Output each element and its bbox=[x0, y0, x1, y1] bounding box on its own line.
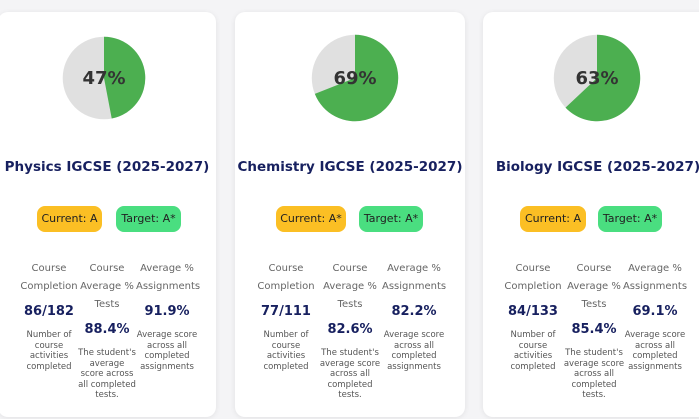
stat-label: Average % Assignments bbox=[136, 263, 201, 292]
target-grade-badge: Target: A* bbox=[359, 206, 423, 232]
stat-average-tests: Course Average % Tests 82.6% The student… bbox=[318, 260, 382, 401]
stat-description: Average score across all completed assig… bbox=[136, 330, 198, 372]
grade-badges: Current: A Target: A* bbox=[0, 206, 216, 232]
stat-value: 85.4% bbox=[571, 322, 617, 337]
stat-description: Average score across all completed assig… bbox=[624, 330, 686, 372]
stat-average-assignments: Average % Assignments 82.2% Average scor… bbox=[382, 260, 446, 372]
stat-average-tests: Course Average % Tests 85.4% The student… bbox=[562, 260, 626, 401]
stat-course-completion: Course Completion 77/111 Number of cours… bbox=[254, 260, 318, 372]
stat-course-completion: Course Completion 84/133 Number of cours… bbox=[502, 260, 564, 372]
stat-description: The student's average score across all c… bbox=[319, 348, 381, 400]
current-grade-badge: Current: A bbox=[520, 206, 586, 232]
pie-progress-slice bbox=[104, 36, 146, 119]
stat-value: 82.6% bbox=[327, 322, 373, 337]
stat-label: Course Completion bbox=[20, 263, 78, 292]
stat-description: The student's average score across all c… bbox=[78, 348, 136, 400]
stat-value: 86/182 bbox=[24, 304, 74, 319]
grade-badges: Current: A Target: A* bbox=[483, 206, 699, 232]
grade-badges: Current: A* Target: A* bbox=[235, 206, 465, 232]
stat-description: Number of course activities completed bbox=[26, 330, 72, 372]
stat-value: 84/133 bbox=[508, 304, 558, 319]
pie-svg bbox=[311, 34, 399, 122]
stat-description: Number of course activities completed bbox=[263, 330, 309, 372]
stat-label: Course Average % Tests bbox=[80, 263, 134, 310]
stat-label: Average % Assignments bbox=[622, 263, 688, 292]
progress-pie-chart: 47% bbox=[61, 35, 147, 121]
stat-average-tests: Course Average % Tests 88.4% The student… bbox=[78, 260, 136, 401]
stat-course-completion: Course Completion 86/182 Number of cours… bbox=[20, 260, 78, 372]
progress-percent-label: 47% bbox=[82, 67, 126, 89]
current-grade-badge: Current: A* bbox=[276, 206, 346, 232]
stat-label: Course Completion bbox=[504, 263, 562, 292]
stat-value: 69.1% bbox=[632, 304, 678, 319]
pie-progress-slice bbox=[565, 34, 641, 122]
stat-average-assignments: Average % Assignments 69.1% Average scor… bbox=[622, 260, 688, 372]
stat-description: Average score across all completed assig… bbox=[383, 330, 445, 372]
target-grade-badge: Target: A* bbox=[116, 206, 181, 232]
progress-pie-chart: 69% bbox=[310, 33, 400, 123]
progress-percent-label: 69% bbox=[333, 67, 377, 89]
stat-label: Average % Assignments bbox=[382, 263, 447, 292]
current-grade-badge: Current: A bbox=[37, 206, 102, 232]
progress-pie-chart: 63% bbox=[552, 33, 642, 123]
course-card-physics: 47% Physics IGCSE (2025-2027) Current: A… bbox=[0, 12, 216, 417]
stat-value: 88.4% bbox=[84, 322, 130, 337]
progress-percent-label: 63% bbox=[575, 67, 619, 89]
course-card-biology: 63% Biology IGCSE (2025-2027) Current: A… bbox=[483, 12, 699, 417]
stat-label: Course Average % Tests bbox=[567, 263, 621, 310]
stat-value: 82.2% bbox=[391, 304, 437, 319]
stat-value: 77/111 bbox=[261, 304, 311, 319]
stat-label: Course Completion bbox=[257, 263, 315, 292]
stat-description: The student's average score across all c… bbox=[563, 348, 625, 400]
course-title[interactable]: Physics IGCSE (2025-2027) bbox=[4, 159, 210, 175]
target-grade-badge: Target: A* bbox=[598, 206, 662, 232]
stat-label: Course Average % Tests bbox=[323, 263, 377, 310]
stat-description: Number of course activities completed bbox=[510, 330, 556, 372]
pie-progress-slice bbox=[314, 34, 399, 122]
pie-svg bbox=[553, 34, 641, 122]
course-title[interactable]: Chemistry IGCSE (2025-2027) bbox=[237, 159, 463, 175]
stat-value: 91.9% bbox=[144, 304, 190, 319]
pie-svg bbox=[62, 36, 146, 120]
course-card-chemistry: 69% Chemistry IGCSE (2025-2027) Current:… bbox=[235, 12, 465, 417]
stat-average-assignments: Average % Assignments 91.9% Average scor… bbox=[136, 260, 201, 372]
course-title[interactable]: Biology IGCSE (2025-2027) bbox=[495, 159, 699, 175]
